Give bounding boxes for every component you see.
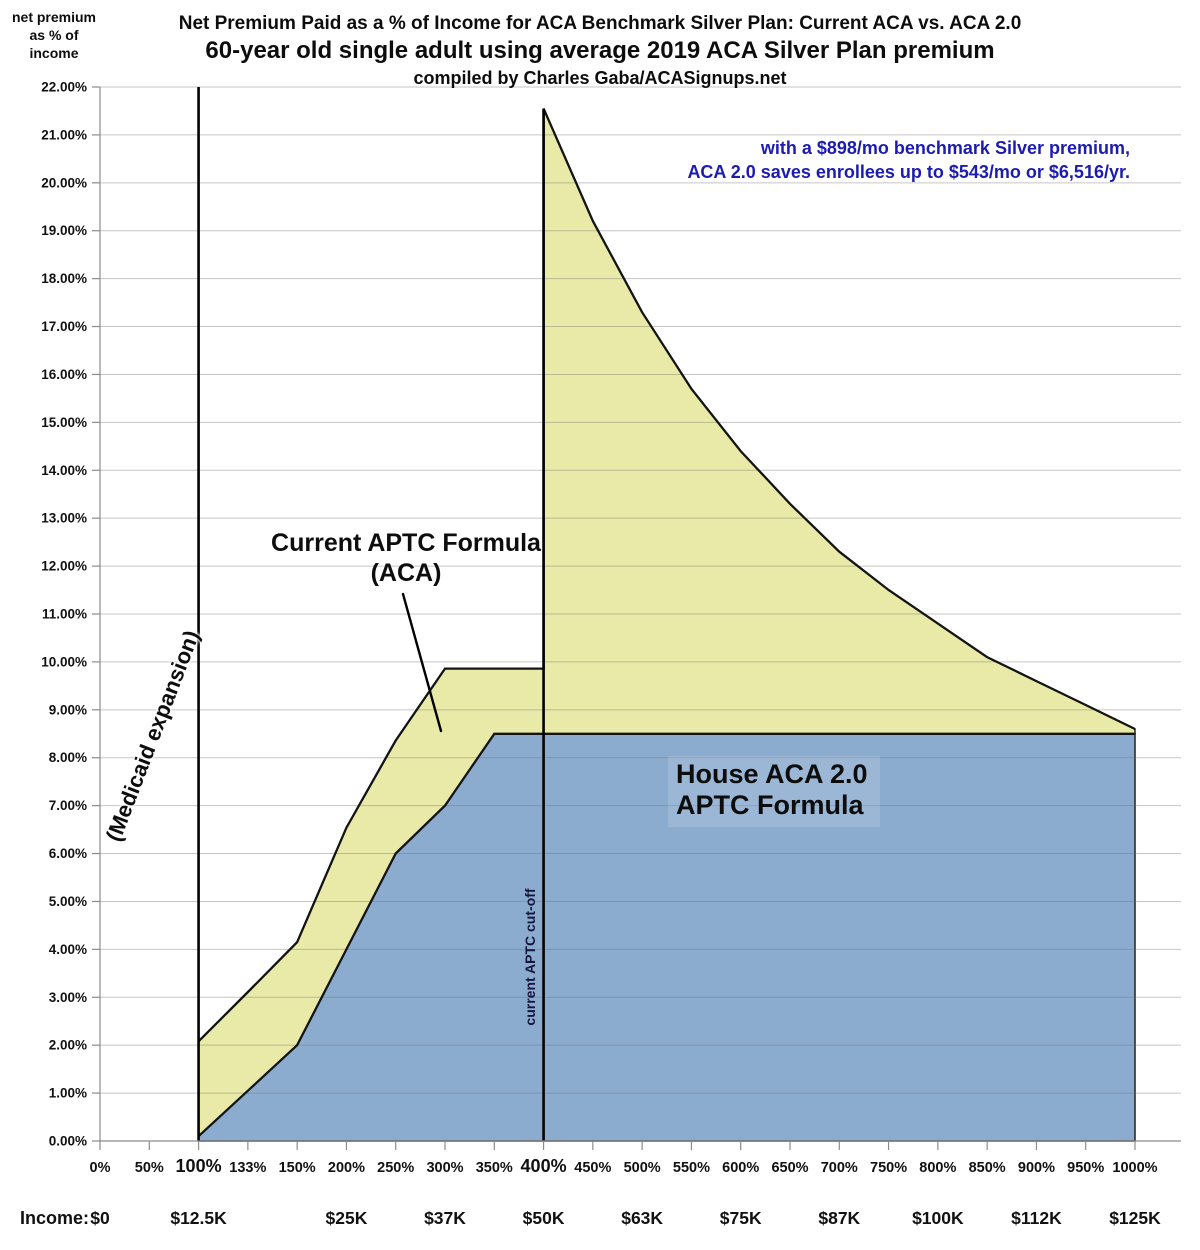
x-tick-label: 0% bbox=[90, 1160, 111, 1176]
y-tick-label: 6.00% bbox=[49, 846, 87, 861]
income-value-label: $112K bbox=[1011, 1208, 1062, 1228]
y-axis-unit-line1: net premium bbox=[11, 9, 96, 25]
x-tick-label: 900% bbox=[1018, 1160, 1055, 1176]
chart-credit: compiled by Charles Gaba/ACASignups.net bbox=[413, 68, 787, 88]
house-aca2-formula-label-line1: House ACA 2.0 bbox=[676, 759, 868, 789]
income-value-label: $63K bbox=[621, 1208, 663, 1228]
y-tick-label: 7.00% bbox=[49, 798, 87, 813]
y-axis-unit-line3: income bbox=[29, 45, 79, 61]
x-tick-label: 133% bbox=[229, 1160, 266, 1176]
y-tick-label: 0.00% bbox=[49, 1134, 87, 1149]
x-tick-label: 650% bbox=[771, 1160, 808, 1176]
edge-current-aca bbox=[197, 108, 1136, 1043]
y-tick-label: 10.00% bbox=[41, 654, 87, 669]
y-tick-label: 17.00% bbox=[41, 319, 87, 334]
x-tick-label: 600% bbox=[722, 1160, 759, 1176]
y-tick-label: 12.00% bbox=[41, 559, 87, 574]
x-tick-label: 950% bbox=[1067, 1160, 1104, 1176]
y-tick-label: 2.00% bbox=[49, 1038, 87, 1053]
chart-subtitle: 60-year old single adult using average 2… bbox=[205, 37, 995, 64]
x-tick-label: 700% bbox=[821, 1160, 858, 1176]
x-tick-label: 50% bbox=[135, 1160, 164, 1176]
income-value-label: $87K bbox=[818, 1208, 860, 1228]
y-tick-label: 8.00% bbox=[49, 750, 87, 765]
x-tick-label: 400% bbox=[521, 1156, 567, 1176]
income-value-label: $37K bbox=[424, 1208, 466, 1228]
x-tick-label: 800% bbox=[919, 1160, 956, 1176]
x-tick-label: 100% bbox=[176, 1156, 222, 1176]
income-value-label: $25K bbox=[326, 1208, 368, 1228]
y-tick-label: 4.00% bbox=[49, 942, 87, 957]
x-tick-label: 250% bbox=[377, 1160, 414, 1176]
y-tick-label: 19.00% bbox=[41, 223, 87, 238]
y-tick-label: 18.00% bbox=[41, 271, 87, 286]
chart-areas bbox=[197, 108, 1136, 1142]
income-value-label: $50K bbox=[523, 1208, 565, 1228]
y-tick-label: 15.00% bbox=[41, 415, 87, 430]
y-tick-label: 5.00% bbox=[49, 894, 87, 909]
aptc-cutoff-label: current APTC cut-off bbox=[522, 888, 538, 1026]
x-tick-label: 350% bbox=[476, 1160, 513, 1176]
y-tick-label: 14.00% bbox=[41, 463, 87, 478]
x-tick-label: 500% bbox=[624, 1160, 661, 1176]
savings-annotation-line2: ACA 2.0 saves enrollees up to $543/mo or… bbox=[687, 162, 1130, 182]
edge-house-aca2 bbox=[197, 732, 1135, 1138]
x-axis-tick-labels: 0% 50% 100% 133% 150% 200% 250% 300% 350% 400% 450… bbox=[90, 1156, 1158, 1176]
y-axis-unit-line2: as % of bbox=[29, 27, 79, 43]
x-tick-label: 300% bbox=[426, 1160, 463, 1176]
y-tick-label: 3.00% bbox=[49, 990, 87, 1005]
income-value-label: $125K bbox=[1109, 1208, 1161, 1228]
income-value-label: $100K bbox=[912, 1208, 964, 1228]
income-value-label: $0 bbox=[90, 1208, 110, 1228]
y-tick-label: 1.00% bbox=[49, 1086, 87, 1101]
chart-title: Net Premium Paid as a % of Income for AC… bbox=[178, 13, 1022, 34]
current-aptc-formula-label-line2: (ACA) bbox=[370, 559, 442, 587]
current-aptc-formula-label-line1: Current APTC Formula bbox=[271, 529, 541, 557]
annotation-lines bbox=[401, 592, 443, 733]
series-edges bbox=[197, 108, 1136, 1138]
house-aca2-formula-label: House ACA 2.0 APTC Formula bbox=[668, 756, 880, 827]
marker-lines bbox=[197, 87, 545, 1141]
x-tick-label: 750% bbox=[870, 1160, 907, 1176]
x-tick-label: 450% bbox=[574, 1160, 611, 1176]
current-aptc-formula-label: Current APTC Formula (ACA) bbox=[243, 528, 569, 588]
income-value-label: $12.5K bbox=[170, 1208, 227, 1228]
house-aca2-formula-label-line2: APTC Formula bbox=[676, 790, 864, 820]
label-leader-line bbox=[401, 592, 443, 733]
x-tick-label: 550% bbox=[673, 1160, 710, 1176]
income-row-label: Income: bbox=[20, 1208, 89, 1228]
y-axis-tick-labels: 0.00% 1.00% 2.00% 3.00% 4.00% 5.00% 6.00% 7.00%… bbox=[41, 80, 87, 1149]
x-tick-label: 150% bbox=[279, 1160, 316, 1176]
income-row: Income: $0 $12.5K $25K $37K $50K $63K $75K $87K $… bbox=[20, 1208, 1161, 1228]
y-tick-label: 16.00% bbox=[41, 367, 87, 382]
y-tick-label: 13.00% bbox=[41, 511, 87, 526]
y-tick-label: 22.00% bbox=[41, 80, 87, 95]
income-value-label: $75K bbox=[720, 1208, 762, 1228]
axes bbox=[92, 86, 1181, 1150]
y-tick-label: 21.00% bbox=[41, 127, 87, 142]
y-tick-label: 20.00% bbox=[41, 175, 87, 190]
y-tick-label: 9.00% bbox=[49, 702, 87, 717]
savings-annotation-line1: with a $898/mo benchmark Silver premium, bbox=[760, 138, 1130, 158]
x-tick-label: 1000% bbox=[1112, 1160, 1157, 1176]
y-tick-label: 11.00% bbox=[42, 607, 87, 622]
gridlines bbox=[100, 86, 1181, 1142]
x-tick-label: 200% bbox=[328, 1160, 365, 1176]
y-axis-unit-label: net premium as % of income bbox=[4, 8, 104, 62]
x-tick-label: 850% bbox=[969, 1160, 1006, 1176]
